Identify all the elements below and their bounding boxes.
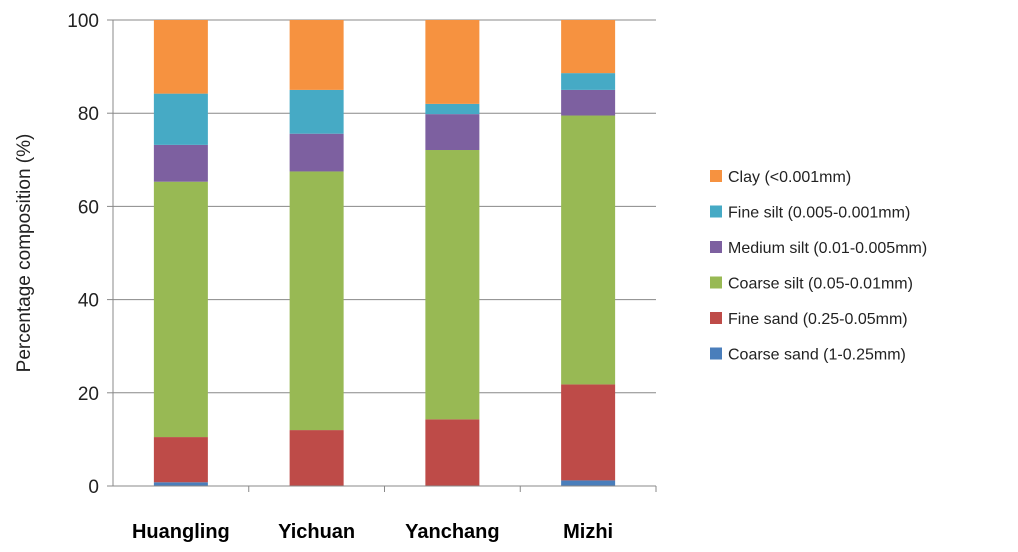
bar-segment [425,103,480,115]
bar-segment [153,482,208,486]
bar-segment [289,20,344,90]
bar-segment [153,181,208,438]
legend-label: Medium silt (0.01-0.005mm) [728,240,927,257]
bar-segment [561,480,616,486]
bar-segment [153,93,208,145]
legend-label: Clay (<0.001mm) [728,169,851,186]
x-axis-tick-marks [248,486,657,492]
y-tick-label: 20 [78,384,99,405]
bar-segment [289,89,344,134]
bars [153,20,616,486]
bar-segment [153,144,208,182]
y-axis-label: Percentage composition (%) [14,134,35,373]
bar-segment [425,20,480,104]
bar-segment [561,384,616,481]
y-tick-label: 40 [78,291,99,312]
bar-segment [153,20,208,94]
x-category-label: Huangling [132,521,230,543]
bar-segment [289,430,344,486]
y-tick-label: 100 [67,11,99,32]
y-tick-label: 80 [78,104,99,125]
y-axis-ticks: 0 20 40 60 80 100 [67,11,99,498]
bar-segment [561,115,616,385]
x-category-label: Yichuan [278,521,355,543]
x-category-label: Yanchang [405,521,499,543]
legend: Clay (<0.001mm) Fine silt (0.005-0.001mm)… [710,169,927,364]
bar-segment [561,20,616,74]
bar-segment [289,171,344,431]
bar-segment [153,437,208,483]
legend-swatch [710,312,722,324]
bar-segment [425,150,480,420]
legend-label: Fine sand (0.25-0.05mm) [728,311,908,328]
legend-swatch [710,170,722,182]
legend-label: Coarse silt (0.05-0.01mm) [728,276,913,293]
legend-swatch [710,205,722,218]
legend-label: Fine silt (0.005-0.001mm) [728,205,910,222]
x-axis-categories: Huangling Yichuan Yanchang Mizhi [132,521,613,543]
legend-label: Coarse sand (1-0.25mm) [728,347,906,364]
y-tick-label: 0 [88,477,99,498]
legend-swatch [710,276,722,289]
bar-segment [425,419,480,486]
legend-swatch [710,241,722,253]
bar-segment [561,73,616,90]
legend-swatch [710,347,722,360]
bar-segment [425,114,480,151]
bar-segment [561,89,616,116]
bar-segment [289,133,344,172]
y-tick-label: 60 [78,197,99,218]
x-category-label: Mizhi [563,521,613,543]
